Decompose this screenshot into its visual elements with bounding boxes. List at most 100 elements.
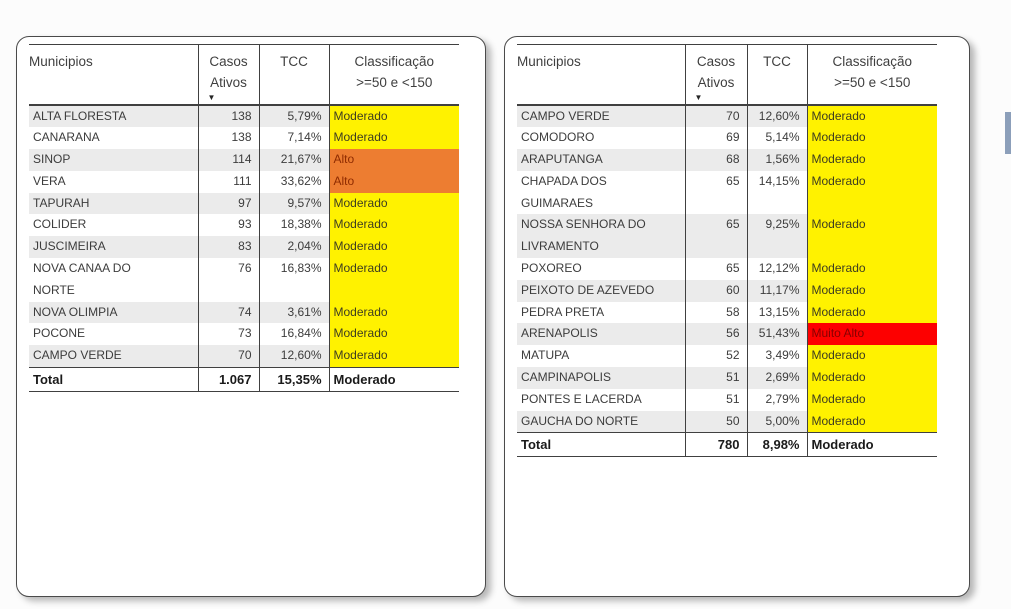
column-header-casos-ativos[interactable]: Casos Ativos ▼ — [198, 44, 260, 106]
classificacao-cell: Moderado — [329, 345, 459, 368]
casos-ativos-cell: 114 — [198, 149, 260, 171]
total-classificacao: Moderado — [807, 432, 937, 458]
table-row[interactable]: ARAPUTANGA 68 1,56% Moderado — [517, 149, 937, 171]
total-row: Total 780 8,98% Moderado — [517, 432, 937, 458]
table-row[interactable]: NOVA CANAA DO NORTE 76 16,83% Moderado — [29, 258, 459, 302]
table-row[interactable]: PEDRA PRETA 58 13,15% Moderado — [517, 301, 937, 324]
casos-ativos-cell: 83 — [198, 236, 260, 259]
classificacao-cell: Moderado — [329, 323, 459, 346]
column-header-label: Casos — [209, 54, 248, 69]
table-row[interactable]: JUSCIMEIRA 83 2,04% Moderado — [29, 236, 459, 259]
table-row[interactable]: NOVA OLIMPIA 74 3,61% Moderado — [29, 301, 459, 324]
tcc-cell: 2,79% — [747, 388, 808, 411]
tcc-cell: 13,15% — [747, 301, 808, 324]
table-row[interactable]: NOSSA SENHORA DO LIVRAMENTO 65 9,25% Mod… — [517, 214, 937, 259]
tcc-cell: 1,56% — [747, 149, 808, 171]
casos-ativos-cell: 65 — [685, 258, 748, 280]
tcc-cell: 16,84% — [259, 323, 330, 346]
column-header-label: Ativos — [697, 75, 735, 90]
tcc-cell: 12,60% — [259, 345, 330, 368]
municipio-cell: ALTA FLORESTA — [29, 104, 199, 128]
tcc-cell: 9,25% — [747, 214, 808, 259]
classificacao-cell: Moderado — [329, 236, 459, 259]
column-header-casos-ativos[interactable]: Casos Ativos ▼ — [685, 44, 748, 106]
casos-ativos-cell: 70 — [685, 104, 748, 128]
table-row[interactable]: CANARANA 138 7,14% Moderado — [29, 127, 459, 150]
casos-ativos-cell: 65 — [685, 214, 748, 259]
table-row[interactable]: POXOREO 65 12,12% Moderado — [517, 258, 937, 280]
table-row[interactable]: CAMPO VERDE 70 12,60% Moderado — [517, 104, 937, 128]
casos-ativos-cell: 97 — [198, 192, 260, 215]
classificacao-cell: Moderado — [807, 388, 937, 411]
table-row[interactable]: PONTES E LACERDA 51 2,79% Moderado — [517, 388, 937, 411]
classificacao-cell: Moderado — [329, 192, 459, 215]
municipio-cell: ARAPUTANGA — [517, 149, 686, 171]
tcc-cell: 5,00% — [747, 410, 808, 433]
header-row: Municipios Casos Ativos ▼ TCC Classifica… — [29, 44, 459, 106]
municipio-cell: CAMPO VERDE — [517, 104, 686, 128]
casos-ativos-cell: 51 — [685, 388, 748, 411]
total-label: Total — [29, 367, 199, 393]
municipio-cell: CAMPINAPOLIS — [517, 367, 686, 389]
municipios-table-2: Municipios Casos Ativos ▼ TCC Classifica… — [517, 44, 937, 458]
column-header-classificacao[interactable]: Classificação >=50 e <150 — [329, 44, 459, 106]
municipio-cell: POXOREO — [517, 258, 686, 280]
table-row[interactable]: COMODORO 69 5,14% Moderado — [517, 127, 937, 150]
table-row[interactable]: VERA 111 33,62% Alto — [29, 170, 459, 193]
sort-descending-icon[interactable]: ▼ — [207, 93, 216, 102]
table-row[interactable]: ALTA FLORESTA 138 5,79% Moderado — [29, 104, 459, 128]
casos-ativos-cell: 65 — [685, 170, 748, 215]
table-row[interactable]: PEIXOTO DE AZEVEDO 60 11,17% Moderado — [517, 279, 937, 302]
total-casos-ativos: 1.067 — [198, 367, 260, 393]
scrollbar-thumb[interactable] — [1005, 112, 1011, 154]
municipio-cell: ARENAPOLIS — [517, 323, 686, 346]
total-tcc: 8,98% — [747, 432, 808, 458]
municipio-cell: VERA — [29, 170, 199, 193]
total-tcc: 15,35% — [259, 367, 330, 393]
column-header-label: Municipios — [29, 54, 93, 69]
table-row[interactable]: MATUPA 52 3,49% Moderado — [517, 345, 937, 368]
classificacao-cell: Moderado — [329, 104, 459, 128]
table-row[interactable]: POCONE 73 16,84% Moderado — [29, 323, 459, 346]
municipio-cell: PEDRA PRETA — [517, 301, 686, 324]
tcc-cell: 51,43% — [747, 323, 808, 346]
tcc-cell: 33,62% — [259, 170, 330, 193]
classificacao-cell: Alto — [329, 149, 459, 171]
column-header-label: Classificação — [832, 54, 913, 69]
municipio-cell: GAUCHA DO NORTE — [517, 410, 686, 433]
tcc-cell: 7,14% — [259, 127, 330, 150]
header-row: Municipios Casos Ativos ▼ TCC Classifica… — [517, 44, 937, 106]
municipio-cell: CHAPADA DOS GUIMARAES — [517, 170, 686, 215]
column-header-tcc[interactable]: TCC — [747, 44, 808, 106]
column-header-tcc[interactable]: TCC — [259, 44, 330, 106]
sort-descending-icon[interactable]: ▼ — [694, 93, 703, 102]
table-row[interactable]: ARENAPOLIS 56 51,43% Muito Alto — [517, 323, 937, 346]
classificacao-cell: Moderado — [329, 127, 459, 150]
table-row[interactable]: SINOP 114 21,67% Alto — [29, 149, 459, 171]
municipio-cell: COLIDER — [29, 214, 199, 237]
casos-ativos-cell: 138 — [198, 104, 260, 128]
municipio-cell: NOVA CANAA DO NORTE — [29, 258, 199, 302]
municipio-cell: PONTES E LACERDA — [517, 388, 686, 411]
table-row[interactable]: TAPURAH 97 9,57% Moderado — [29, 192, 459, 215]
column-header-label: >=50 e <150 — [356, 75, 433, 90]
column-header-municipios[interactable]: Municipios — [517, 44, 686, 106]
table-row[interactable]: COLIDER 93 18,38% Moderado — [29, 214, 459, 237]
table-row[interactable]: CAMPINAPOLIS 51 2,69% Moderado — [517, 367, 937, 389]
classificacao-cell: Moderado — [807, 214, 937, 259]
column-header-classificacao[interactable]: Classificação >=50 e <150 — [807, 44, 937, 106]
column-header-municipios[interactable]: Municipios — [29, 44, 199, 106]
municipio-cell: CANARANA — [29, 127, 199, 150]
casos-ativos-cell: 69 — [685, 127, 748, 150]
table-row[interactable]: GAUCHA DO NORTE 50 5,00% Moderado — [517, 410, 937, 433]
tcc-cell: 2,04% — [259, 236, 330, 259]
classificacao-cell: Moderado — [807, 301, 937, 324]
table-row[interactable]: CAMPO VERDE 70 12,60% Moderado — [29, 345, 459, 368]
table-row[interactable]: CHAPADA DOS GUIMARAES 65 14,15% Moderado — [517, 170, 937, 215]
classificacao-cell: Moderado — [807, 345, 937, 368]
casos-ativos-cell: 111 — [198, 170, 260, 193]
casos-ativos-cell: 60 — [685, 279, 748, 302]
tcc-cell: 16,83% — [259, 258, 330, 302]
casos-ativos-cell: 138 — [198, 127, 260, 150]
casos-ativos-cell: 74 — [198, 301, 260, 324]
